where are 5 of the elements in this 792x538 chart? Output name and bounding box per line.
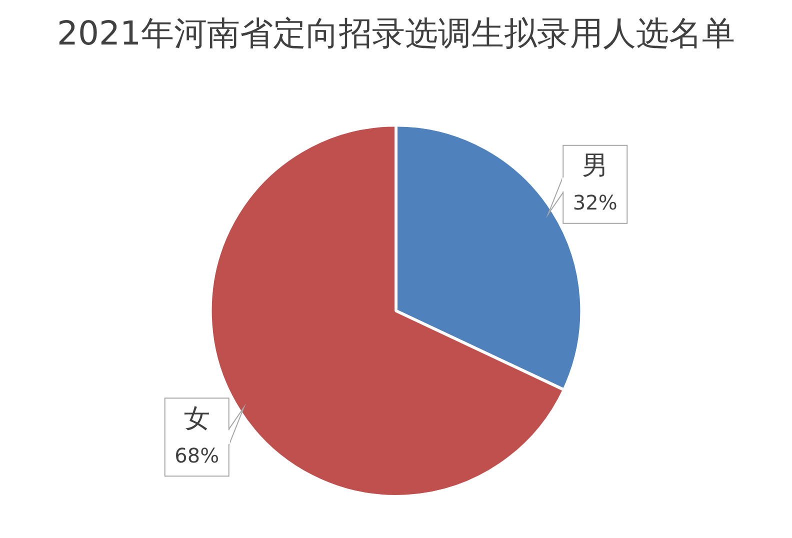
chart-title: 2021年河南省定向招录选调生拟录用人选名单 xyxy=(57,13,735,52)
slice-label: 女 xyxy=(184,404,210,434)
data-label: 68% xyxy=(174,443,220,468)
data-label: 32% xyxy=(572,190,618,215)
slice-label: 男 xyxy=(582,151,608,182)
